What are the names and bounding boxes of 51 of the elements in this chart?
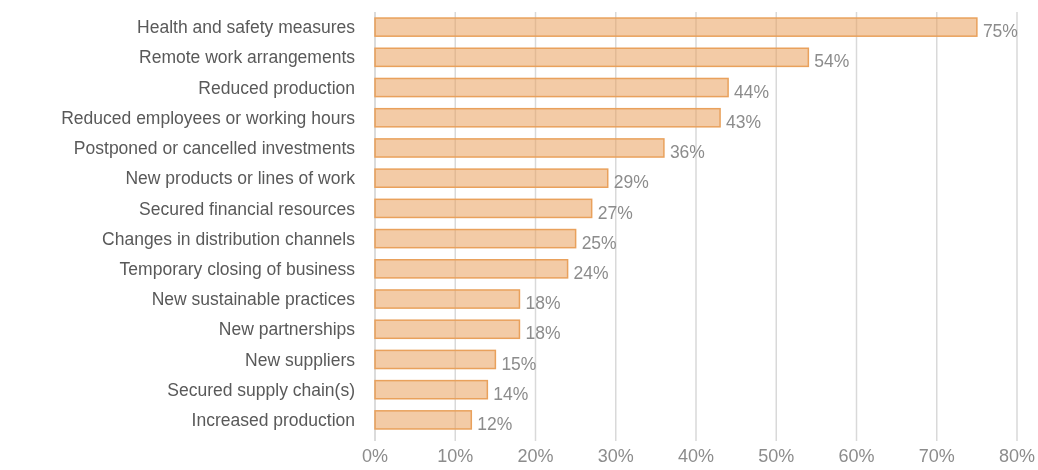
- data-label: 43%: [726, 111, 762, 132]
- bar: [374, 228, 577, 249]
- x-tick-label: 30%: [597, 446, 634, 466]
- x-tick-label: 20%: [517, 446, 554, 466]
- y-tick-label: Remote work arrangements: [139, 47, 356, 68]
- y-tick-label: Increased production: [191, 410, 355, 431]
- data-label: 44%: [734, 81, 770, 102]
- data-label: 18%: [525, 323, 561, 344]
- y-tick-label: Temporary closing of business: [119, 258, 356, 279]
- y-tick-label: Health and safety measures: [137, 17, 356, 38]
- data-label: 25%: [581, 232, 617, 253]
- x-tick-label: 10%: [437, 446, 474, 466]
- y-tick-label: Secured supply chain(s): [167, 379, 355, 400]
- x-tick-label: 40%: [677, 446, 715, 466]
- bar: [374, 259, 569, 279]
- data-label: 54%: [814, 51, 850, 72]
- data-label: 24%: [573, 262, 609, 283]
- x-tick-label: 70%: [918, 446, 955, 466]
- y-tick-label: New sustainable practices: [151, 289, 356, 310]
- data-label: 12%: [477, 414, 513, 435]
- bar: [374, 17, 978, 37]
- bar: [374, 198, 593, 219]
- y-tick-label: Reduced production: [198, 77, 355, 98]
- data-label: 14%: [493, 383, 529, 404]
- bar: [374, 349, 497, 370]
- bar: [374, 410, 473, 430]
- x-tick-label: 0%: [361, 446, 389, 466]
- data-label: 36%: [669, 142, 705, 163]
- data-label: 15%: [501, 353, 537, 374]
- bar: [374, 168, 609, 188]
- y-tick-label: Changes in distribution channels: [102, 228, 356, 249]
- bar: [374, 138, 665, 158]
- x-tick-label: 80%: [998, 446, 1036, 466]
- bar: [374, 289, 521, 309]
- y-tick-label: Reduced employees or working hours: [61, 107, 356, 128]
- data-label: 18%: [525, 293, 561, 314]
- y-tick-label: New suppliers: [245, 349, 356, 370]
- y-tick-label: Postponed or cancelled investments: [73, 138, 356, 159]
- data-label: 75%: [982, 21, 1018, 42]
- y-tick-label: Secured financial resources: [139, 198, 356, 219]
- x-tick-label: 60%: [838, 446, 875, 466]
- data-label: 27%: [597, 202, 633, 223]
- bar: [374, 379, 489, 400]
- y-tick-label: New products or lines of work: [125, 168, 356, 189]
- bar: [374, 319, 521, 340]
- bar: [374, 47, 810, 68]
- bar: [374, 77, 729, 98]
- y-tick-label: New partnerships: [218, 319, 356, 340]
- data-label: 29%: [613, 172, 649, 193]
- x-tick-label: 50%: [758, 446, 795, 466]
- bar: [374, 107, 721, 128]
